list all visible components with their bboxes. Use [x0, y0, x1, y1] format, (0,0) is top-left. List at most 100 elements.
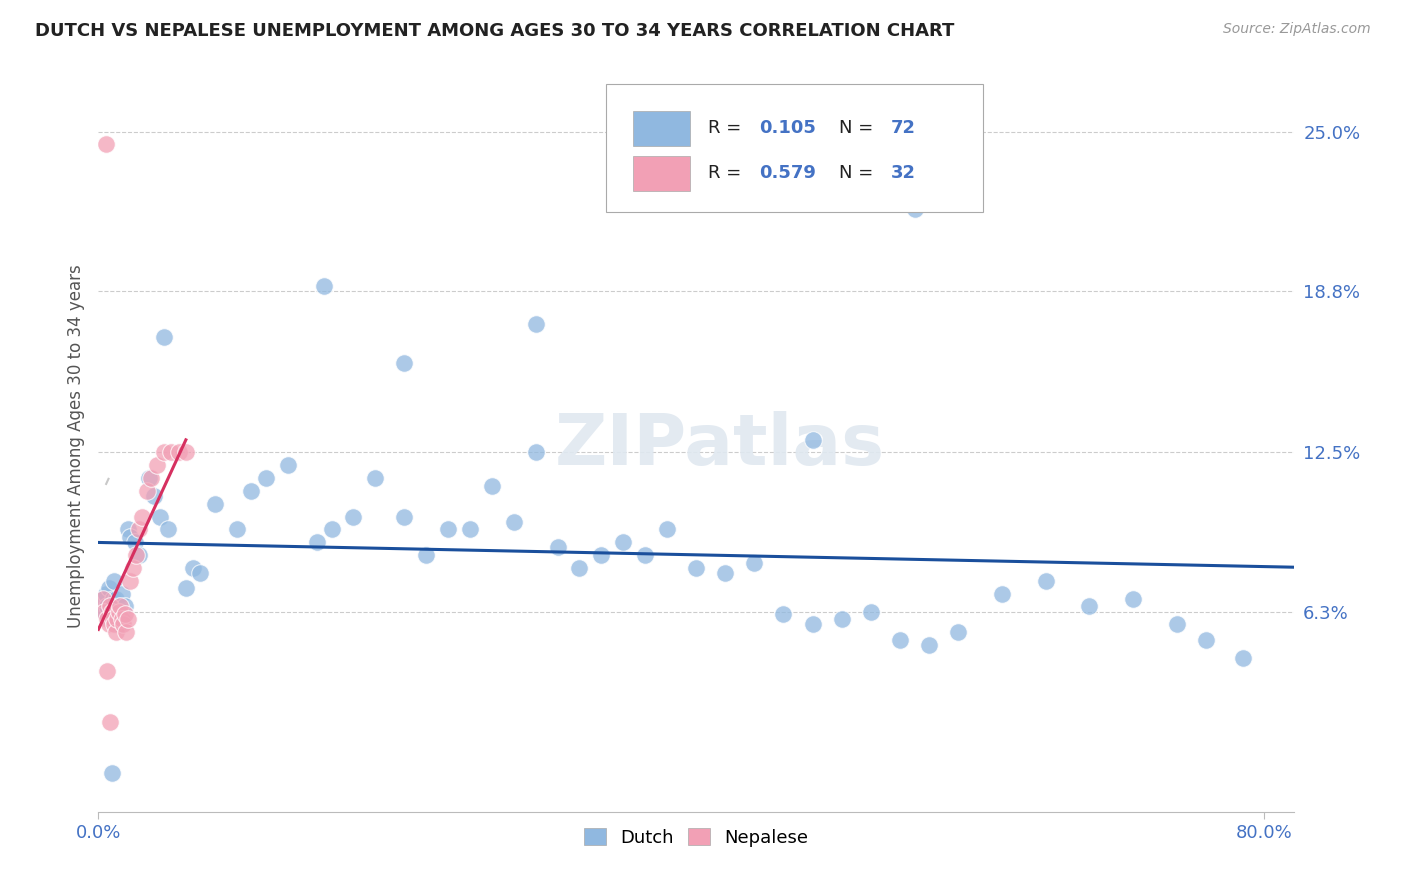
Point: [181, 561, 204, 575]
Point: [364, 471, 387, 485]
FancyBboxPatch shape: [633, 156, 690, 191]
Point: [138, 471, 160, 485]
Point: [142, 489, 165, 503]
Point: [97, 617, 120, 632]
Point: [111, 586, 134, 600]
Point: [110, 605, 132, 619]
Point: [91, 591, 114, 606]
Point: [174, 445, 197, 459]
Text: Source: ZipAtlas.com: Source: ZipAtlas.com: [1223, 22, 1371, 37]
Point: [120, 574, 142, 588]
Point: [117, 612, 139, 626]
Point: [1195, 632, 1218, 647]
Text: DUTCH VS NEPALESE UNEMPLOYMENT AMONG AGES 30 TO 34 YEARS CORRELATION CHART: DUTCH VS NEPALESE UNEMPLOYMENT AMONG AGE…: [35, 22, 955, 40]
Point: [103, 574, 125, 588]
Point: [991, 586, 1014, 600]
Point: [149, 509, 172, 524]
Point: [225, 523, 247, 537]
Point: [98, 599, 121, 614]
Point: [889, 632, 911, 647]
Point: [100, 766, 122, 780]
Point: [612, 535, 634, 549]
Point: [204, 497, 226, 511]
Point: [160, 445, 183, 459]
Y-axis label: Unemployment Among Ages 30 to 34 years: Unemployment Among Ages 30 to 34 years: [66, 264, 84, 628]
Point: [93, 605, 115, 619]
Point: [305, 535, 328, 549]
Text: 72: 72: [891, 119, 915, 136]
Point: [190, 566, 212, 580]
Point: [1078, 599, 1101, 614]
Point: [96, 664, 118, 678]
Point: [131, 509, 153, 524]
Point: [100, 605, 122, 619]
Point: [105, 599, 128, 614]
Text: 0.105: 0.105: [759, 119, 817, 136]
Point: [801, 433, 824, 447]
Point: [111, 612, 134, 626]
Point: [139, 471, 162, 485]
Point: [96, 599, 118, 614]
Point: [100, 605, 122, 619]
Point: [240, 483, 263, 498]
Point: [772, 607, 794, 621]
Point: [115, 625, 138, 640]
Point: [167, 445, 190, 459]
Point: [547, 541, 569, 555]
Point: [655, 523, 678, 537]
Point: [114, 607, 136, 621]
Text: 0.579: 0.579: [759, 164, 817, 182]
Point: [394, 509, 416, 524]
Point: [101, 591, 124, 606]
Point: [342, 509, 364, 524]
Point: [98, 714, 121, 729]
Text: R =: R =: [709, 164, 747, 182]
Point: [903, 202, 925, 216]
Point: [114, 599, 136, 614]
Point: [122, 561, 145, 575]
Legend: Dutch, Nepalese: Dutch, Nepalese: [576, 821, 815, 854]
Point: [948, 625, 970, 640]
Text: N =: N =: [839, 164, 879, 182]
Point: [568, 561, 591, 575]
Text: R =: R =: [709, 119, 747, 136]
FancyBboxPatch shape: [633, 111, 690, 145]
Point: [634, 548, 657, 562]
Point: [524, 445, 547, 459]
Point: [105, 612, 128, 626]
Point: [314, 278, 336, 293]
Point: [1035, 574, 1057, 588]
Point: [135, 483, 157, 498]
Point: [128, 523, 150, 537]
Point: [108, 605, 131, 619]
Point: [801, 617, 824, 632]
Point: [124, 535, 146, 549]
Point: [145, 458, 167, 473]
Point: [128, 548, 150, 562]
Point: [112, 617, 135, 632]
Point: [415, 548, 437, 562]
Point: [174, 582, 197, 596]
Point: [96, 612, 118, 626]
Point: [153, 445, 176, 459]
Point: [277, 458, 299, 473]
Point: [831, 612, 853, 626]
Point: [502, 515, 524, 529]
Point: [1232, 650, 1254, 665]
Point: [103, 617, 125, 632]
Point: [481, 479, 503, 493]
Point: [859, 605, 882, 619]
Point: [94, 137, 117, 152]
Point: [714, 566, 737, 580]
Point: [101, 612, 124, 626]
Point: [524, 317, 547, 331]
Point: [117, 523, 139, 537]
Point: [153, 330, 176, 344]
Point: [1166, 617, 1188, 632]
Point: [591, 548, 613, 562]
Point: [458, 523, 481, 537]
FancyBboxPatch shape: [606, 84, 983, 212]
Text: N =: N =: [839, 119, 879, 136]
Point: [104, 625, 127, 640]
Text: 32: 32: [891, 164, 915, 182]
